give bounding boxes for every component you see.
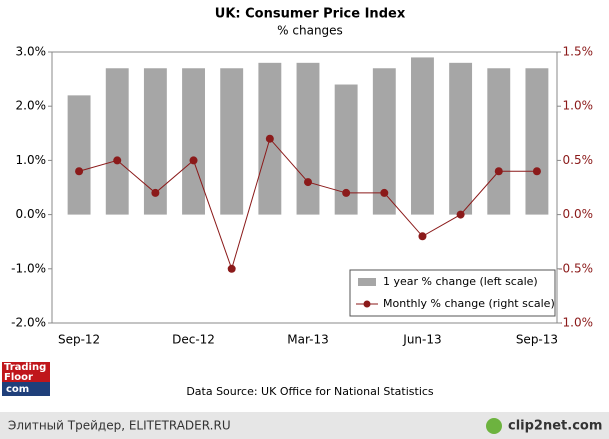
point	[113, 156, 122, 165]
bar	[182, 68, 205, 215]
logo-box	[2, 382, 50, 396]
plot-frame	[51, 51, 558, 324]
y-tick-label: 0.0%	[16, 207, 47, 221]
logo-text: com	[6, 384, 29, 395]
chart-subtitle: % changes	[277, 24, 343, 38]
footer-right: clip2net.com	[508, 419, 602, 434]
legend-label: 1 year % change (left scale)	[383, 275, 538, 288]
point	[189, 156, 198, 165]
logo-text: Trading	[4, 362, 46, 373]
point	[304, 178, 312, 187]
y2-tick-label: 0.5%	[563, 153, 594, 167]
bar	[449, 62, 473, 215]
footer-icon	[486, 418, 502, 434]
source: Data Source: UK Office for National Stat…	[186, 385, 434, 398]
point	[75, 167, 84, 176]
logo-box	[2, 362, 50, 382]
point	[380, 188, 389, 197]
footer-bar	[0, 412, 609, 439]
y-tick-label: -2.0%	[11, 316, 46, 330]
y-tick-label: -1.0%	[11, 261, 46, 275]
legend-label: Monthly % change (right scale)	[383, 297, 555, 310]
x-tick-label: Dec-12	[172, 333, 215, 347]
legend-swatch	[358, 278, 376, 286]
legend-box	[349, 269, 556, 317]
bar	[525, 68, 549, 215]
bar	[372, 68, 396, 215]
y-tick-label: 1.0%	[16, 153, 47, 167]
bar	[105, 68, 129, 215]
y2-tick-label: 1.0%	[563, 99, 594, 113]
logo-text: Floor	[4, 372, 33, 383]
chart-title: UK: Consumer Price Index	[215, 7, 406, 22]
point	[151, 188, 160, 197]
y-tick-label: 3.0%	[16, 45, 47, 59]
point	[265, 134, 274, 143]
point	[342, 188, 351, 197]
y2-tick-label: 1.5%	[563, 45, 594, 59]
point	[532, 167, 541, 176]
footer-left: Элитный Трейдер, ELITETRADER.RU	[8, 419, 231, 433]
y2-tick-label: -0.5%	[558, 261, 593, 275]
y-tick-label: 2.0%	[16, 99, 47, 113]
point	[418, 232, 427, 241]
legend-swatch	[363, 300, 371, 308]
x-tick-label: Sep-12	[58, 333, 100, 347]
bar	[67, 95, 91, 215]
bar	[487, 68, 511, 215]
bar	[143, 68, 167, 215]
point	[456, 210, 465, 219]
x-tick-label: Mar-13	[287, 333, 328, 347]
bar	[220, 68, 244, 215]
bar	[334, 84, 358, 215]
y2-tick-label: -1.0%	[558, 316, 593, 330]
bar	[296, 62, 320, 215]
y2-tick-label: 0.0%	[563, 207, 594, 221]
point	[227, 264, 236, 273]
bar	[411, 57, 434, 215]
x-tick-label: Jun-13	[402, 333, 441, 347]
point	[494, 167, 503, 176]
x-tick-label: Sep-13	[516, 333, 558, 347]
